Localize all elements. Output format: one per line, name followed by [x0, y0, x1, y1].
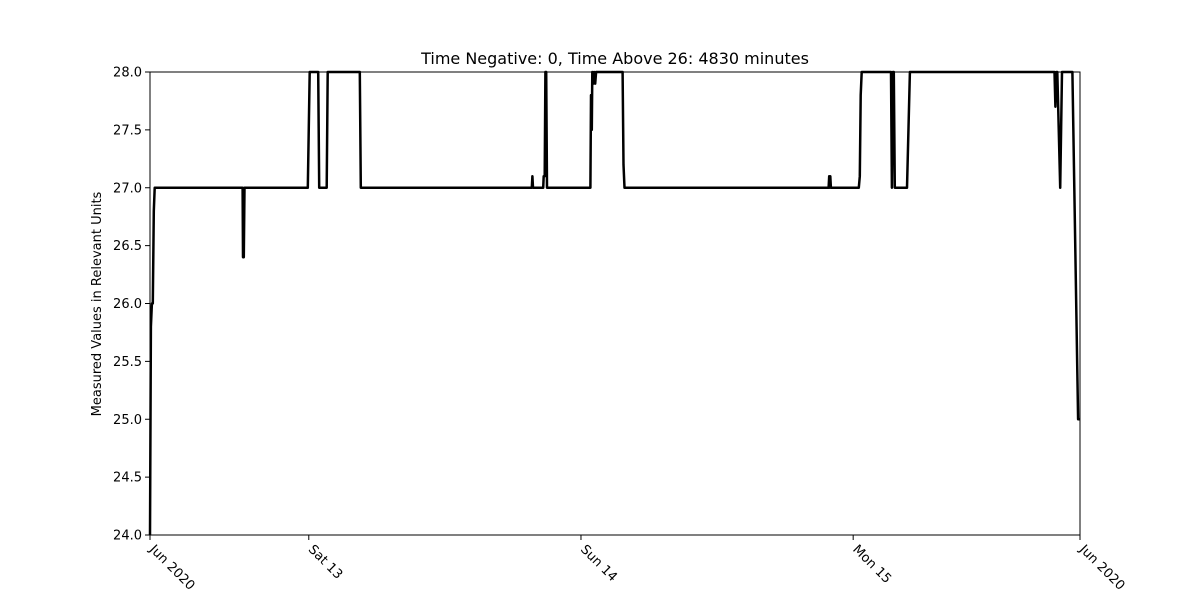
y-tick-label: 26.0	[113, 297, 142, 312]
y-tick-label: 24.5	[113, 471, 142, 486]
y-tick-label: 27.5	[113, 123, 142, 138]
y-axis: 24.0 24.5 25.0 25.5 26.0 26.5 27.0 27.5 28.0	[113, 66, 150, 544]
y-tick-label: 28.0	[113, 66, 142, 81]
y-tick-label: 25.5	[113, 355, 142, 370]
y-axis-label: Measured Values in Relevant Units	[90, 191, 105, 416]
y-tick-label: 24.0	[113, 529, 142, 544]
y-tick-label: 26.5	[113, 239, 142, 254]
chart-title: Time Negative: 0, Time Above 26: 4830 mi…	[420, 49, 809, 68]
y-tick-label: 27.0	[113, 181, 142, 196]
y-tick-label: 25.0	[113, 413, 142, 428]
